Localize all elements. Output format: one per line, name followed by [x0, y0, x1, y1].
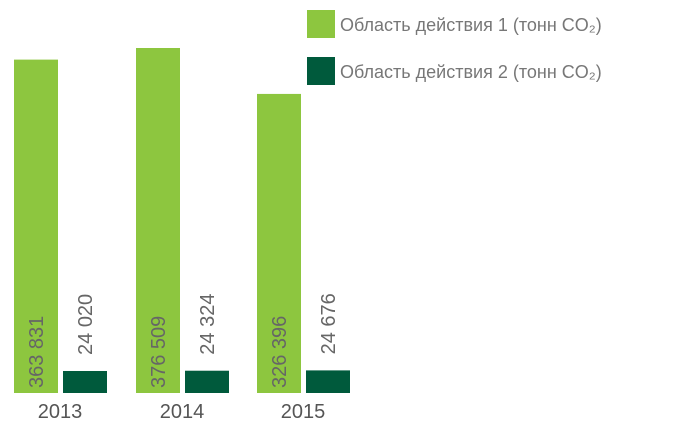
- x-tick-label: 2015: [281, 401, 326, 423]
- x-tick-label: 2013: [38, 401, 83, 423]
- x-tick-label: 2014: [160, 401, 205, 423]
- legend-label: Область действия 2 (тонн CO₂): [340, 62, 602, 82]
- bar: [63, 370, 107, 393]
- legend-swatch: [307, 10, 335, 38]
- bar: [257, 93, 301, 393]
- value-label: 326 396: [269, 316, 291, 388]
- bar: [306, 370, 350, 393]
- value-label: 363 831: [26, 316, 48, 388]
- legend-swatch: [307, 57, 335, 85]
- bar: [185, 370, 229, 393]
- value-label: 24 324: [197, 294, 219, 355]
- value-label: 24 020: [75, 294, 97, 355]
- legend-label: Область действия 1 (тонн CO₂): [340, 15, 602, 35]
- value-label: 24 676: [318, 293, 340, 354]
- value-label: 376 509: [148, 316, 170, 388]
- bar: [136, 48, 180, 393]
- bar: [14, 59, 58, 394]
